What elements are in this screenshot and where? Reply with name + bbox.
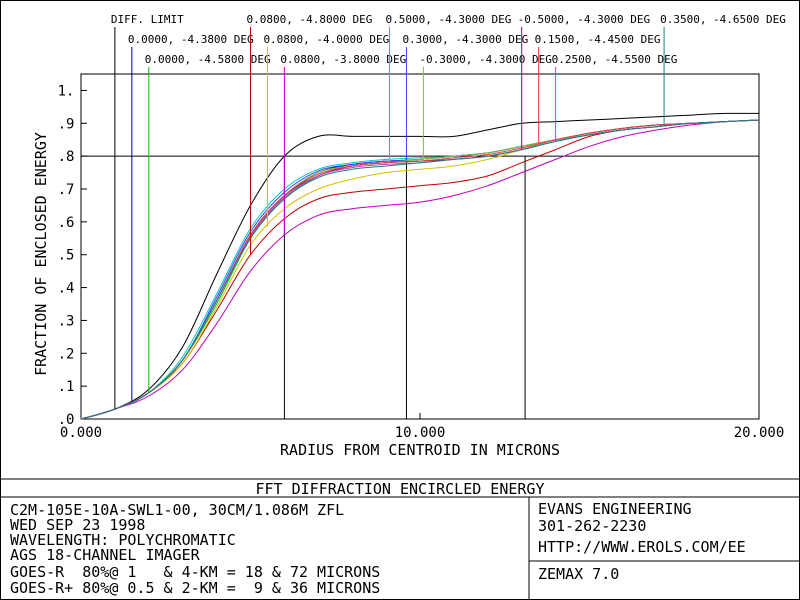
series-line <box>80 119 760 420</box>
footer-line: AGS 18-CHANNEL IMAGER <box>10 546 201 564</box>
y-tick-label: .3 <box>58 313 75 329</box>
y-axis-title: FRACTION OF ENCLOSED ENERGY <box>32 132 50 376</box>
y-tick-label: .0 <box>58 412 75 428</box>
series-line <box>80 119 760 420</box>
y-tick-label: .9 <box>58 116 75 132</box>
y-tick-label: 1. <box>58 83 75 99</box>
legend-label: 0.0800, -3.8000 DEG <box>280 53 406 66</box>
series-line <box>80 119 760 420</box>
x-tick-label: 10.000 <box>395 425 446 441</box>
x-tick-label: 20.000 <box>734 425 785 441</box>
footer-title: FFT DIFFRACTION ENCIRCLED ENERGY <box>256 480 545 498</box>
series-lines <box>80 112 760 420</box>
y-tick-label: .1 <box>58 379 75 395</box>
footer-line: GOES-R 80%@ 1 & 4-KM = 18 & 72 MICRONS <box>10 563 380 581</box>
series-line <box>80 119 760 420</box>
legend-label: 0.0800, -4.0000 DEG <box>263 33 389 46</box>
x-tick-label: 0.000 <box>60 425 102 441</box>
y-tick-label: .5 <box>58 248 75 264</box>
series-line <box>80 112 760 420</box>
legend-label: 0.1500, -4.4500 DEG <box>535 33 661 46</box>
legend-label: 0.0000, -4.5800 DEG <box>145 53 271 66</box>
software-version: ZEMAX 7.0 <box>538 565 619 583</box>
y-tick-label: .7 <box>58 182 75 198</box>
footer-line: C2M-105E-10A-SWL1-00, 30CM/1.086M ZFL <box>10 501 344 519</box>
legend-label: 0.0000, -4.3800 DEG <box>128 33 254 46</box>
reference-lines <box>81 155 759 419</box>
y-axis-ticks: .0 .1 .2 .3 .4 .5 .6 .7 .8 .9 1. <box>58 83 87 428</box>
y-tick-label: .2 <box>58 346 75 362</box>
series-line <box>80 119 760 420</box>
company-phone: 301-262-2230 <box>538 517 646 535</box>
legend-label: 0.3500, -4.6500 DEG <box>660 13 786 26</box>
company-name: EVANS ENGINEERING <box>538 500 692 518</box>
series-line <box>80 119 760 420</box>
x-axis-title: RADIUS FROM CENTROID IN MICRONS <box>280 441 560 459</box>
legend-label: 0.3000, -4.3000 DEG <box>402 33 528 46</box>
footer-line: GOES-R+ 80%@ 0.5 & 2-KM = 9 & 36 MICRONS <box>10 579 380 597</box>
series-line <box>80 119 760 420</box>
legend-label-lines: DIFF. LIMIT 0.0000, -4.3800 DEG 0.0000, -4… <box>111 13 786 410</box>
footer-line: WED SEP 23 1998 <box>10 516 145 534</box>
footer-line: WAVELENGTH: POLYCHROMATIC <box>10 531 236 549</box>
series-line <box>80 119 760 420</box>
legend-label: 0.5000, -4.3000 DEG <box>385 13 511 26</box>
y-tick-label: .6 <box>58 215 75 231</box>
plot-frame <box>80 73 760 420</box>
x-axis-ticks: 0.000 10.000 20.000 <box>60 413 784 441</box>
series-line <box>80 119 760 420</box>
legend-label: 0.2500, -4.5500 DEG <box>552 53 678 66</box>
y-tick-label: .4 <box>58 281 75 297</box>
legend-label: -0.5000, -4.3000 DEG <box>518 13 650 26</box>
company-url: HTTP://WWW.EROLS.COM/EE <box>538 538 746 556</box>
series-line <box>80 119 760 420</box>
y-tick-label: .8 <box>58 149 75 165</box>
footer-info-block: C2M-105E-10A-SWL1-00, 30CM/1.086M ZFL WE… <box>10 501 380 597</box>
series-line <box>80 119 760 420</box>
series-line <box>80 119 760 420</box>
legend-label: -0.3000, -4.3000 DEG <box>419 53 551 66</box>
legend-label: DIFF. LIMIT <box>111 13 184 26</box>
legend-label: 0.0800, -4.8000 DEG <box>247 13 373 26</box>
